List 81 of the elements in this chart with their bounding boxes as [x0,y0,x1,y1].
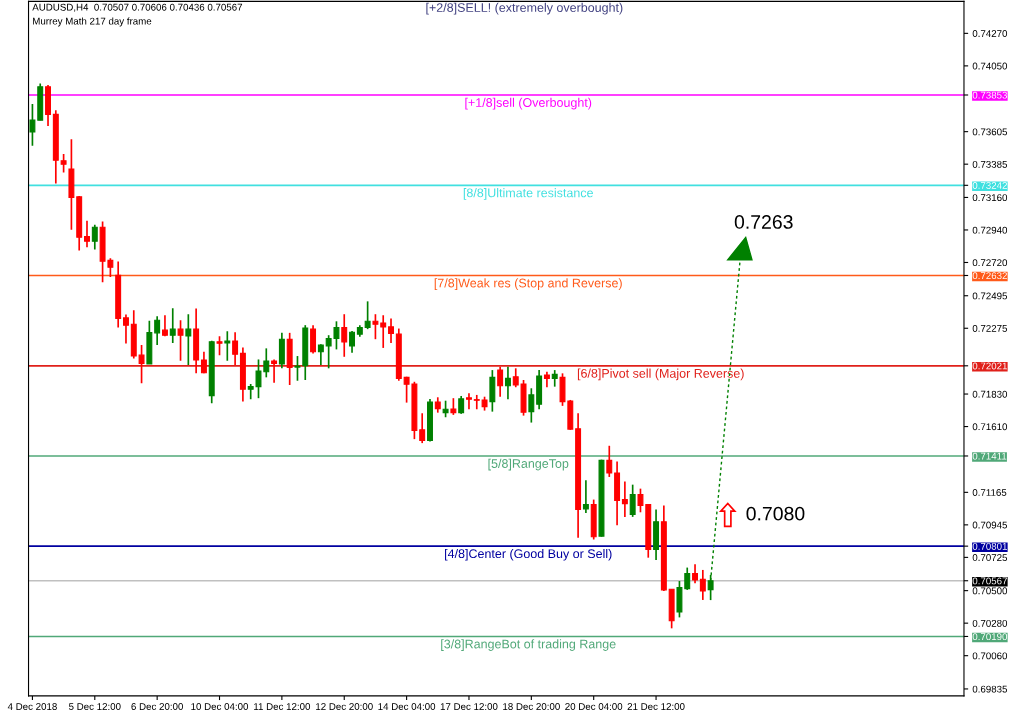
candlestick [364,300,371,330]
candlestick [216,335,223,356]
candlestick [123,313,129,345]
y-tick-label: 0.71165 [972,489,1007,496]
ref-line-label: [+1/8]sell (Overbought) [465,97,592,110]
candlestick [60,153,67,174]
ref-line-label: [8/8]Ultimate resistance [463,188,593,200]
text: Murrey Math 217 day frame [33,17,152,27]
candlestick [621,480,628,518]
y-tick-label: 0.71610 [972,423,1008,431]
y-tick-label: 0.73242 [972,182,1007,189]
x-tick-label: 21 Dec 12:00 [627,703,685,710]
candlestick [582,479,589,514]
y-tick-label: 0.70567 [972,577,1007,585]
candlestick [497,366,504,398]
x-tick-label: 20 Dec 04:00 [565,703,623,710]
candlestick [380,314,387,349]
y-tick-label: 0.70725 [972,554,1008,561]
candlestick [372,313,379,341]
candlestick [177,319,184,362]
x-tick-label: 4 Dec 2018 [7,703,57,710]
x-tick-label: 5 Dec 12:00 [68,703,121,710]
x-tick-label: 18 Dec 20:00 [503,703,560,710]
y-tick-label: 0.72495 [972,292,1008,300]
candlestick [504,366,511,401]
candlestick [629,483,636,518]
candlestick [169,307,176,344]
y-tick-label: 0.70060 [972,652,1008,660]
y-tick-label: 0.70500 [972,587,1008,595]
x-tick-label: 17 Dec 12:00 [440,703,498,710]
candlestick [465,392,472,411]
ref-line-label: [3/8]RangeBot of trading Range [441,639,616,651]
y-tick-label: 0.70801 [972,542,1007,550]
y-tick-label: 0.73853 [972,91,1008,99]
candlestick [317,343,324,366]
y-tick-label: 0.74050 [972,62,1008,70]
candlestick [224,330,231,362]
candlestick [91,223,98,251]
y-tick-label: 0.71411 [972,452,1007,460]
candlestick [232,331,239,366]
y-tick-label: 0.70280 [972,619,1008,627]
y-tick-label: 0.72021 [972,362,1007,370]
candlestick [271,358,278,384]
candlestick [310,324,317,355]
annotation: [+2/8]SELL! (extremely overbought) [426,2,623,15]
annotation: 0.7263 [734,215,793,229]
y-tick-label: 0.72940 [972,226,1008,234]
candlestick [341,313,348,358]
ref-line-label: [4/8]Center (Good Buy or Sell) [445,548,612,561]
y-tick-label: 0.70945 [972,521,1008,529]
y-tick-label: 0.72275 [972,324,1008,332]
candlestick [29,103,36,147]
candlestick [692,563,699,585]
candlestick [185,313,192,366]
candlestick [419,412,426,444]
candlestick [528,387,535,424]
x-tick-label: 14 Dec 04:00 [378,703,436,710]
y-tick-label: 0.73605 [972,128,1008,136]
x-tick-label: 11 Dec 12:00 [254,703,311,710]
candlestick [388,317,394,344]
x-tick-label: 12 Dec 20:00 [316,703,373,710]
y-tick-label: 0.74270 [972,30,1008,37]
y-tick-label: 0.69835 [972,685,1008,693]
y-tick-label: 0.72720 [972,259,1008,267]
candlestick [606,444,613,478]
ref-line-label: [6/8]Pivot sell (Major Reverse) [577,368,744,381]
y-tick-label: 0.71830 [972,390,1008,398]
candlestick [349,330,356,354]
y-tick-label: 0.73160 [972,194,1008,202]
x-tick-label: 6 Dec 20:00 [131,703,183,710]
y-tick-label: 0.72632 [972,272,1007,280]
candlestick [154,315,161,346]
candlestick [699,569,706,601]
x-tick-label: 10 Dec 04:00 [191,703,249,710]
y-tick-label: 0.73385 [972,160,1008,168]
chart-title: AUDUSD,H4 0.70507 0.70606 0.70436 0.70567 [32,3,243,12]
y-tick-label: 0.70190 [972,633,1008,641]
ref-line-label: [7/8]Weak res (Stop and Reverse) [434,278,622,290]
ref-line-label: [5/8]RangeTop [488,458,569,471]
annotation: 0.7080 [746,506,805,521]
candlestick [84,219,90,249]
